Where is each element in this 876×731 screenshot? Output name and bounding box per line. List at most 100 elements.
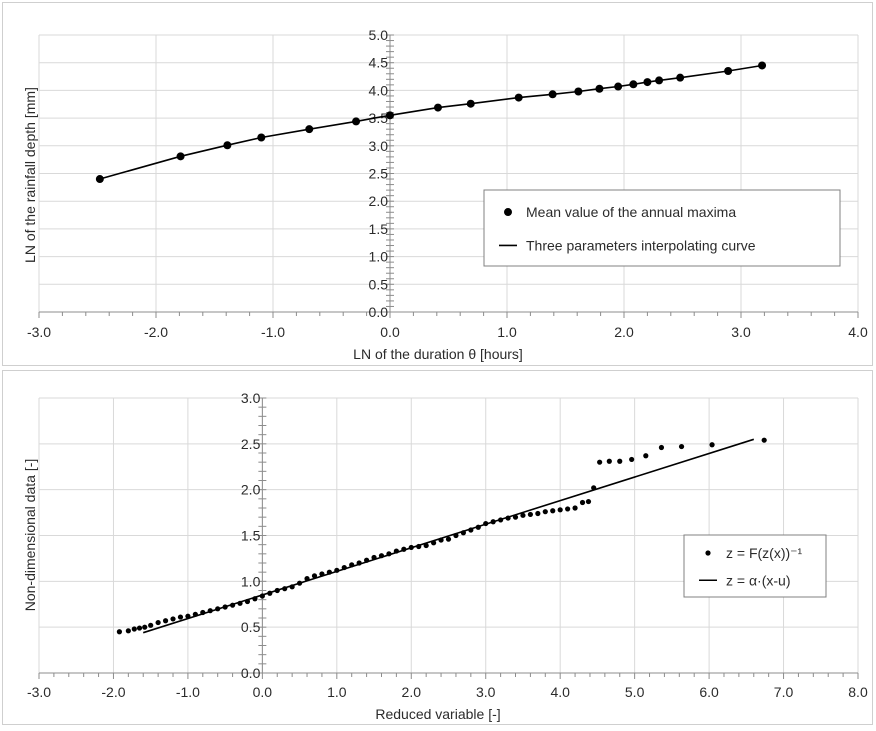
y-tick-label: 3.0	[369, 138, 389, 154]
y-tick-label: 2.0	[369, 193, 389, 209]
data-point	[95, 175, 104, 184]
data-point	[222, 604, 228, 610]
data-point	[466, 99, 475, 108]
data-point	[356, 560, 362, 566]
data-point	[658, 444, 665, 451]
data-point	[527, 511, 534, 518]
rainfall-depth-chart: -3.0 -2.0 -1.0 0.0 1.0 2.0 3.0 4.0 0.0 0.5 1.0 1.5 2…	[22, 27, 868, 362]
data-point	[514, 93, 523, 102]
y-tick-label: 1.0	[369, 249, 389, 265]
legend-label-points: Mean value of the annual maxima	[526, 204, 736, 220]
data-point	[257, 133, 266, 142]
x-tick-label: -2.0	[144, 324, 168, 340]
fit-line	[99, 64, 763, 180]
data-point	[585, 498, 592, 505]
tick-labels: -3.0 -2.0 -1.0 0.0 1.0 2.0 3.0 4.0 0.0 0.5 1.0 1.5 2…	[27, 27, 868, 340]
data-point	[542, 509, 548, 515]
data-point	[215, 606, 221, 612]
data-point	[505, 515, 511, 521]
data-point	[177, 614, 184, 620]
legend-label-line: z = α·(x-u)	[726, 572, 790, 588]
y-tick-label: 1.5	[241, 528, 261, 544]
data-point	[548, 90, 557, 99]
data-point	[557, 507, 563, 513]
data-point	[170, 616, 176, 622]
data-point	[311, 573, 318, 579]
data-point	[386, 111, 394, 120]
y-tick-label: 2.0	[241, 482, 261, 498]
y-axis-title: LN of the rainfall depth [mm]	[22, 87, 38, 263]
data-point	[512, 514, 519, 520]
data-point	[423, 542, 429, 549]
data-point	[453, 532, 459, 539]
data-point	[378, 553, 385, 559]
data-point	[289, 584, 295, 590]
x-tick-label: 4.0	[848, 324, 868, 340]
data-point	[364, 557, 370, 563]
x-tick-label: 6.0	[699, 684, 719, 700]
data-point	[498, 517, 504, 523]
y-tick-label: 0.0	[241, 665, 261, 681]
y-tick-label: 2.5	[241, 436, 261, 452]
data-point	[274, 587, 280, 594]
data-point	[678, 443, 685, 450]
data-point	[468, 527, 474, 533]
data-point	[591, 485, 597, 491]
y-axis-title: Non-dimensional data [-]	[22, 459, 38, 612]
data-point	[259, 593, 265, 599]
data-point	[200, 609, 206, 616]
data-point	[125, 628, 131, 634]
fit-line	[142, 438, 755, 634]
data-point	[223, 141, 232, 150]
data-point	[319, 571, 325, 577]
data-point	[176, 152, 185, 161]
x-tick-label: -1.0	[176, 684, 200, 700]
data-point	[237, 600, 243, 606]
data-point	[629, 456, 635, 463]
y-tick-label: 1.5	[369, 221, 389, 237]
chart-panel-rainfall-depth: -3.0 -2.0 -1.0 0.0 1.0 2.0 3.0 4.0 0.0 0.5 1.0 1.5 2…	[2, 2, 873, 366]
data-point	[371, 554, 377, 561]
y-tick-label: 2.5	[369, 166, 389, 182]
y-tick-label: 1.0	[241, 573, 261, 589]
data-points	[116, 437, 767, 635]
data-point	[490, 519, 496, 525]
data-point	[565, 506, 571, 512]
data-point	[460, 530, 466, 536]
data-point	[445, 536, 452, 542]
x-axis-title: LN of the duration θ [hours]	[353, 346, 523, 362]
x-tick-label: 5.0	[625, 684, 645, 700]
data-point	[433, 103, 442, 112]
x-tick-label: -3.0	[27, 324, 51, 340]
data-point	[629, 80, 638, 89]
legend: Mean value of the annual maxima Three par…	[483, 189, 841, 267]
data-point	[535, 510, 541, 517]
data-point	[643, 453, 649, 459]
data-point	[614, 82, 623, 91]
data-point	[438, 537, 444, 543]
data-point	[606, 458, 612, 464]
axes	[38, 397, 859, 679]
data-point	[148, 622, 154, 628]
axes	[38, 34, 859, 318]
legend-box	[483, 189, 841, 267]
x-tick-label: -3.0	[27, 684, 51, 700]
x-tick-label: 0.0	[380, 324, 400, 340]
data-points	[95, 61, 767, 184]
data-point	[393, 548, 399, 554]
data-point	[617, 458, 623, 464]
data-point	[229, 602, 236, 608]
y-tick-label: 4.5	[369, 55, 389, 71]
data-point	[483, 520, 489, 527]
data-point	[761, 437, 767, 443]
data-point	[296, 580, 303, 586]
data-point	[142, 624, 148, 630]
data-point	[155, 619, 161, 626]
x-tick-label: 3.0	[731, 324, 751, 340]
data-point	[282, 586, 288, 592]
x-tick-label: 1.0	[497, 324, 517, 340]
x-tick-label: -1.0	[261, 324, 285, 340]
x-tick-label: 8.0	[848, 684, 868, 700]
data-point	[655, 76, 664, 85]
